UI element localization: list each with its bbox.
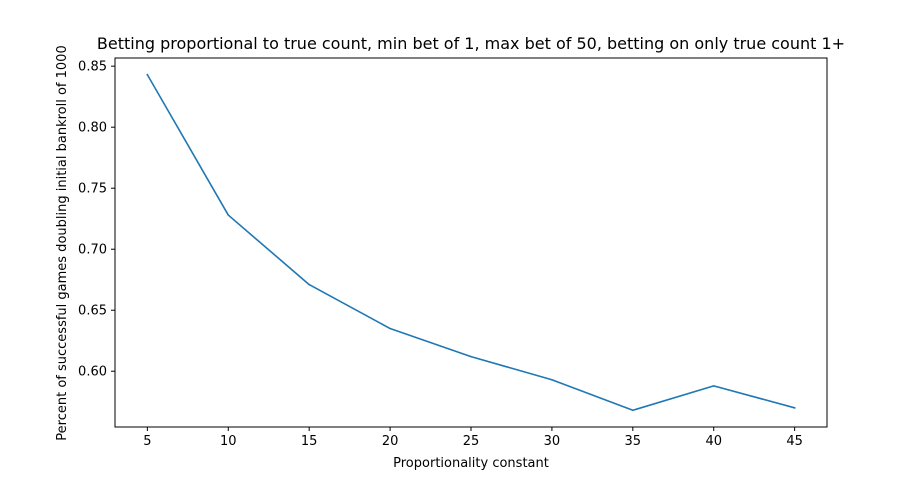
- x-axis-ticks: 5 10 15 20 25 30 35 40 45: [143, 427, 803, 449]
- x-tick-label: 20: [382, 434, 399, 449]
- data-point: [793, 407, 796, 409]
- data-point: [551, 378, 553, 381]
- x-tick-label: 35: [625, 434, 642, 449]
- chart-title: Betting proportional to true count, min …: [97, 34, 845, 53]
- data-point: [712, 385, 715, 387]
- x-tick-label: 45: [786, 434, 803, 449]
- data-point: [389, 327, 391, 330]
- y-tick-label: 0.70: [78, 243, 107, 258]
- x-tick-label: 15: [301, 434, 318, 449]
- y-tick-label: 0.65: [78, 304, 107, 319]
- data-point: [470, 355, 472, 358]
- data-point: [308, 283, 310, 286]
- data-point: [632, 409, 634, 412]
- series-layer: [146, 73, 796, 412]
- y-tick-label: 0.75: [78, 182, 107, 197]
- x-tick-label: 25: [463, 434, 480, 449]
- x-axis-label: Proportionality constant: [393, 456, 549, 471]
- x-tick-label: 30: [544, 434, 561, 449]
- y-axis-label: Percent of successful games doubling ini…: [55, 45, 70, 440]
- y-tick-label: 0.85: [78, 60, 107, 75]
- y-tick-label: 0.80: [78, 121, 107, 136]
- x-tick-label: 5: [143, 434, 151, 449]
- plot-frame: [114, 57, 828, 428]
- data-point: [146, 73, 149, 76]
- x-tick-label: 40: [705, 434, 722, 449]
- data-point: [227, 214, 230, 216]
- x-tick-label: 10: [220, 434, 237, 449]
- y-axis-ticks: 0.60 0.65 0.70 0.75 0.80 0.85: [78, 60, 115, 380]
- y-tick-label: 0.60: [78, 365, 107, 380]
